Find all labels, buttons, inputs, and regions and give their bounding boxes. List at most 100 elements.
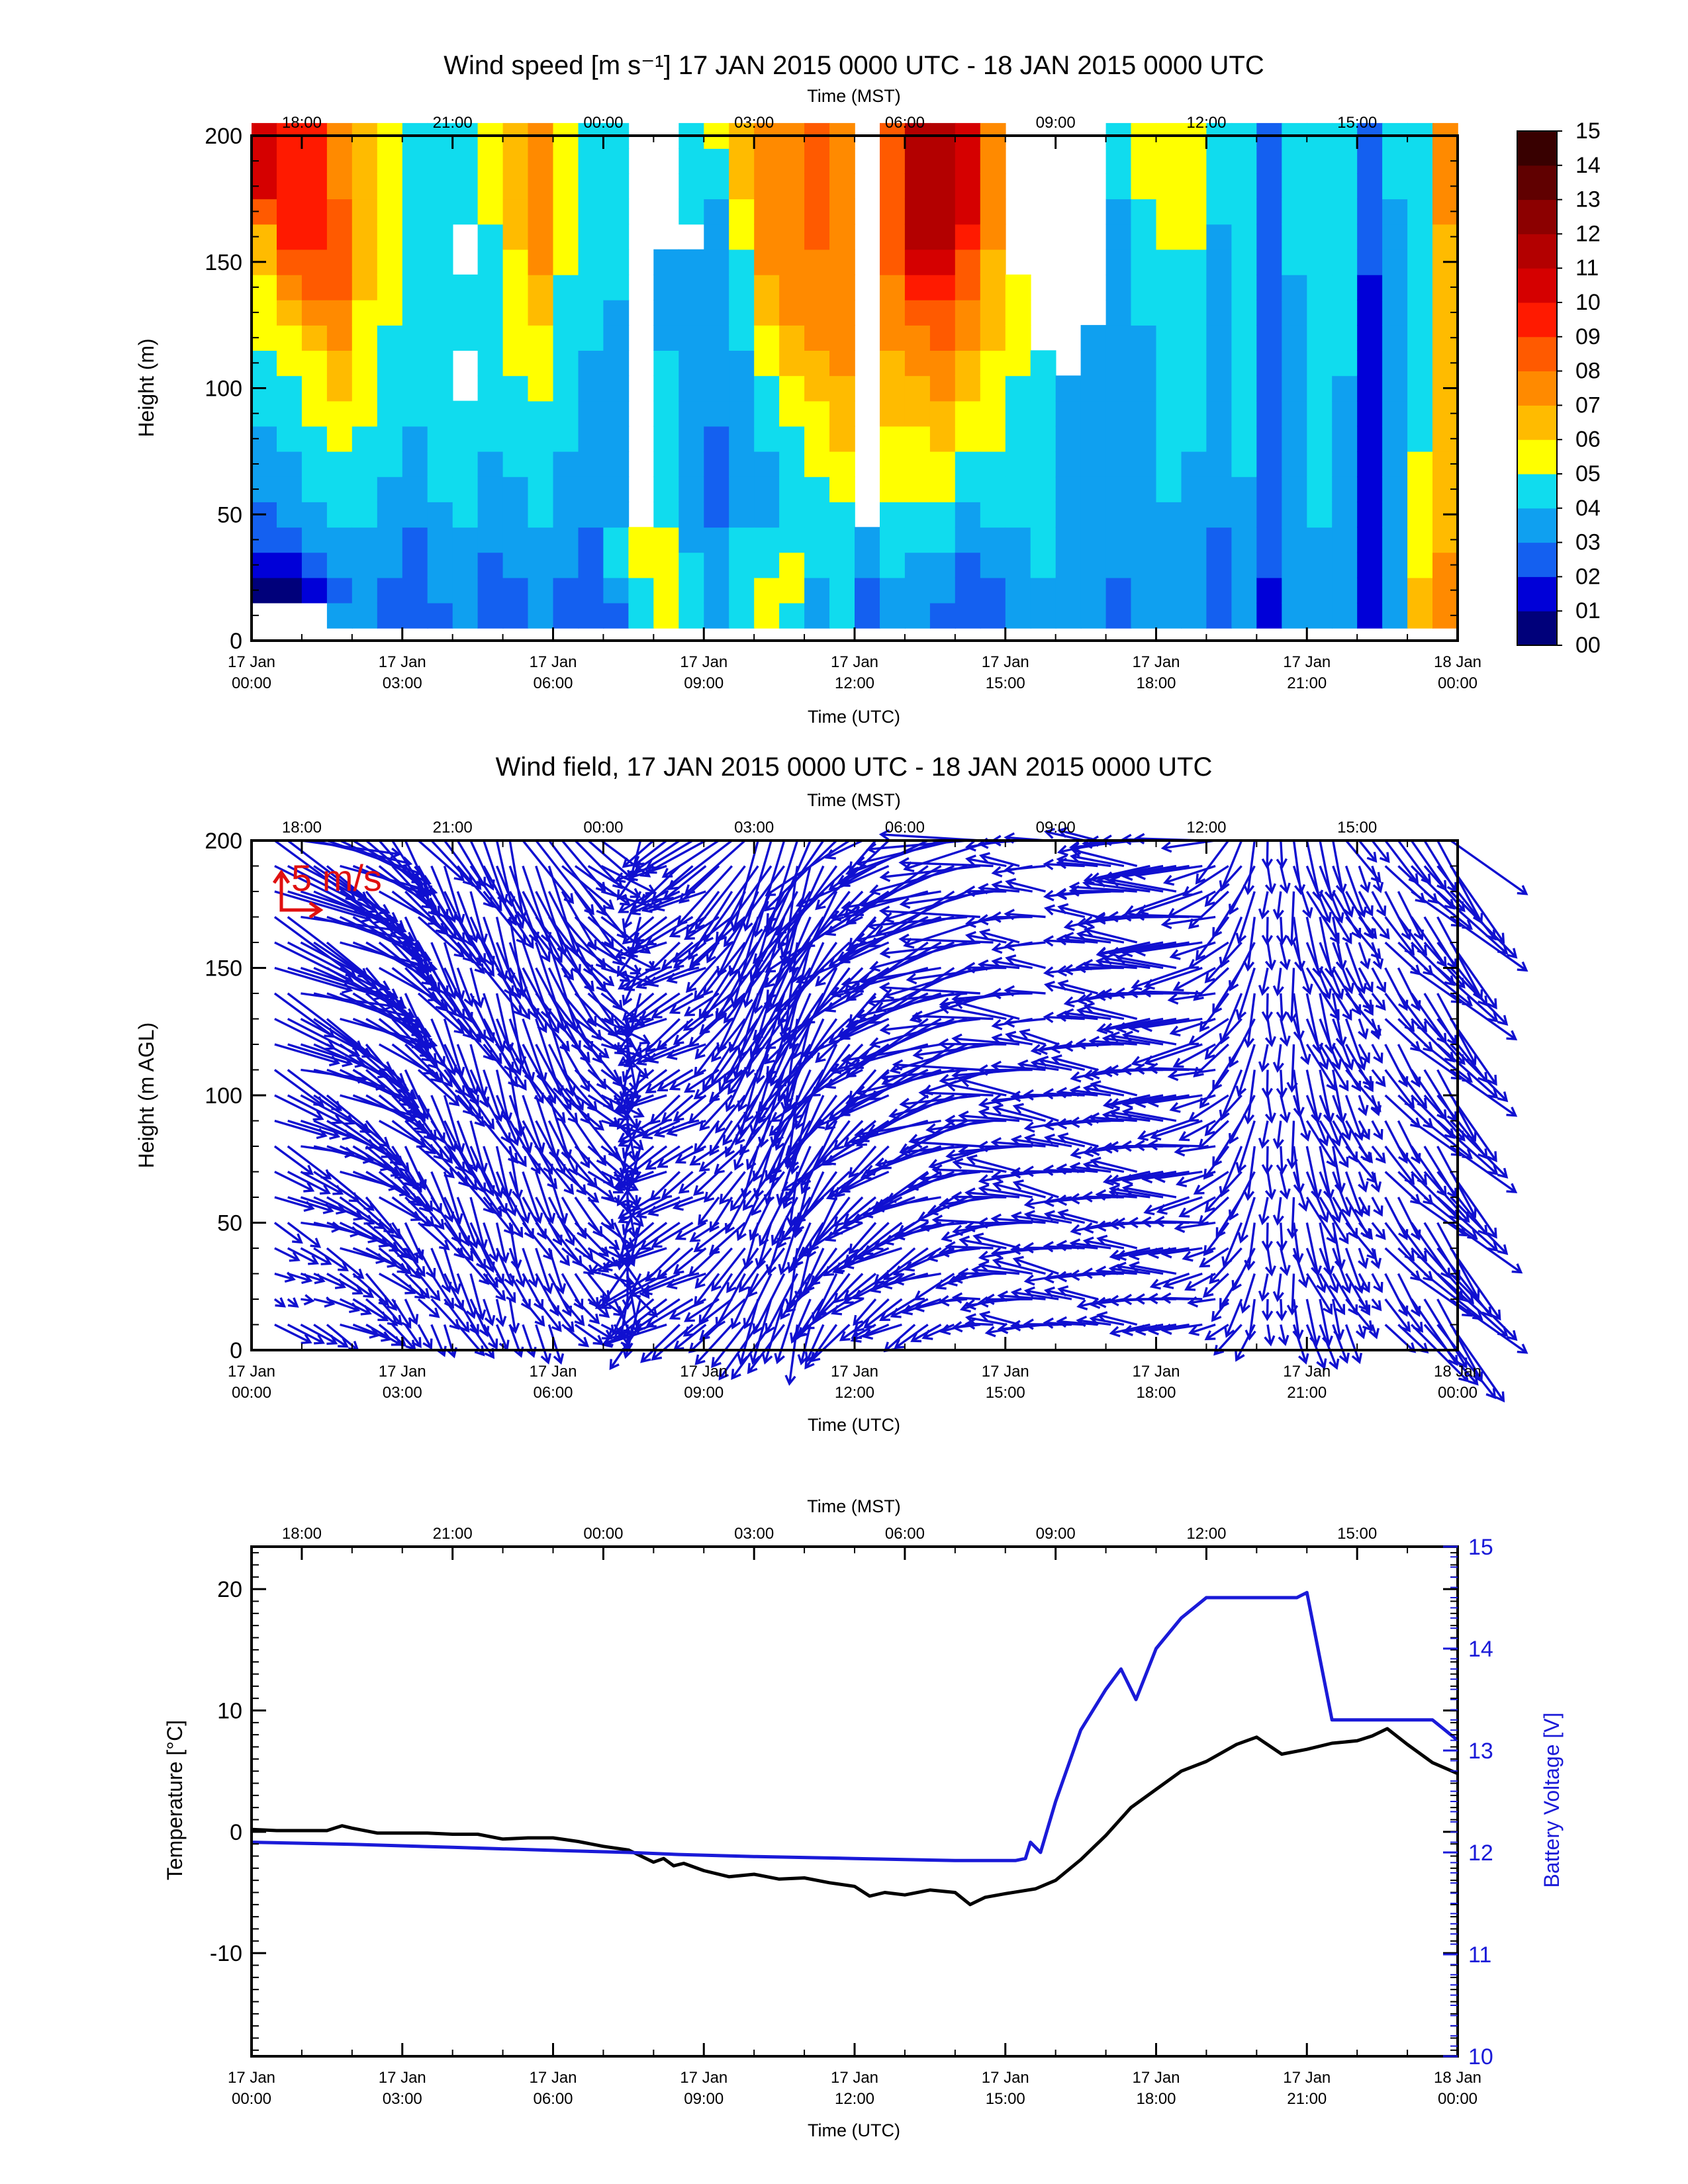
wind-vector [953, 1037, 1020, 1046]
wind-field-panel: Wind field, 17 JAN 2015 0000 UTC - 18 JA… [134, 752, 1528, 1435]
speed-cell [855, 602, 880, 629]
speed-cell [1256, 477, 1283, 502]
wind-vector [456, 1044, 478, 1095]
wind-vector-head [1334, 1183, 1346, 1195]
wind-vector-head [978, 1310, 990, 1322]
wind-vector-head [1096, 1234, 1108, 1246]
speed-cell [1407, 577, 1433, 604]
wind-vector-head [614, 1024, 626, 1036]
wind-vector [443, 942, 463, 1000]
speed-cell [779, 224, 805, 250]
wind-speed-title: Wind speed [m s⁻¹] 17 JAN 2015 0000 UTC … [444, 51, 1264, 80]
wind-vector [313, 1196, 363, 1220]
wind-vector [574, 916, 623, 965]
colorbar-label: 07 [1575, 392, 1601, 418]
wind-vector [1384, 1222, 1415, 1261]
wind-vector-head [765, 886, 776, 897]
x-tick-label-date: 17 Jan [1132, 2069, 1180, 2087]
wind-vector [1450, 967, 1508, 1025]
wind-vector-head [1293, 1030, 1305, 1042]
wind-vector-head [1276, 934, 1288, 946]
speed-cell [929, 224, 956, 250]
wind-vector [1411, 967, 1461, 1003]
speed-cell [377, 199, 403, 225]
wind-vector [797, 941, 890, 983]
wind-vector [1006, 941, 1046, 948]
speed-cell [880, 325, 906, 351]
wind-vector [1220, 993, 1243, 1043]
wind-vector [640, 992, 680, 1021]
wind-vector-head [649, 1190, 661, 1201]
speed-cell [352, 527, 378, 553]
speed-cell [955, 577, 981, 604]
speed-cell [427, 249, 453, 275]
wind-vector-head [694, 919, 706, 931]
speed-cell [880, 199, 906, 225]
wind-field-title: Wind field, 17 JAN 2015 0000 UTC - 18 JA… [496, 752, 1213, 782]
wind-vector-head [1109, 1098, 1121, 1110]
wind-vector [587, 1120, 618, 1158]
speed-cell [1382, 350, 1408, 377]
speed-cell [904, 477, 931, 502]
wind-vector [1196, 839, 1230, 884]
speed-cell [904, 527, 931, 553]
speed-cell [1307, 527, 1333, 553]
speed-cell [804, 527, 830, 553]
wind-vector [870, 1043, 955, 1101]
x-tick-label-time: 00:00 [232, 674, 271, 692]
wind-vector [637, 1043, 680, 1065]
speed-cell [1206, 173, 1233, 200]
wind-vector-head [1154, 1216, 1165, 1228]
speed-cell [578, 350, 604, 377]
wind-vector [694, 1043, 720, 1077]
speed-cell [653, 577, 680, 604]
wind-vector [796, 1171, 851, 1223]
wind-vector-head [938, 1246, 950, 1258]
wind-vector-head [600, 1298, 612, 1309]
x-tick-label-time: 09:00 [684, 674, 724, 692]
wind-vector [647, 839, 707, 874]
wind-vector-head [1057, 827, 1069, 838]
speed-cell [1357, 400, 1383, 427]
wind-vector [1110, 1267, 1150, 1275]
wind-vector [1358, 1197, 1370, 1216]
speed-cell [754, 577, 780, 604]
speed-cell [904, 350, 931, 377]
wind-vector-head [808, 1241, 820, 1252]
speed-cell [754, 400, 780, 427]
wind-vector [622, 1222, 655, 1250]
wind-vector [1092, 1083, 1138, 1097]
wind-vector-head [656, 1269, 667, 1280]
wind-vector-head [474, 1116, 485, 1128]
speed-cell [729, 173, 755, 200]
wind-vector-head [833, 1293, 844, 1304]
wind-vector-head [633, 932, 645, 943]
wind-vector-head [899, 897, 911, 909]
speed-cell [904, 400, 931, 427]
speed-cell [578, 552, 604, 578]
wind-vector [1189, 890, 1229, 929]
wind-vector-head [645, 1083, 657, 1094]
speed-cell [1055, 400, 1082, 427]
wind-vector [1126, 890, 1190, 915]
wind-vector [1266, 1248, 1273, 1275]
wind-vector [1410, 1069, 1447, 1120]
wind-vector-head [622, 1086, 633, 1098]
speed-cell [301, 300, 328, 326]
wind-vector [469, 1120, 485, 1173]
wind-vector [1371, 1171, 1380, 1191]
colorbar-label: 12 [1575, 221, 1601, 246]
wind-vector [749, 1197, 773, 1240]
speed-cell [829, 375, 855, 402]
wind-vector-head [831, 1304, 843, 1316]
wind-vector-head [510, 1259, 522, 1271]
wind-vector [1266, 942, 1273, 969]
wind-vector [695, 1324, 733, 1365]
wind-vector [430, 839, 473, 886]
wind-vector-head [1089, 872, 1101, 884]
wind-vector-head [684, 884, 696, 895]
speed-cell [980, 502, 1006, 528]
wind-vector [326, 1120, 391, 1158]
wind-vector-head [746, 1159, 757, 1171]
wind-vector-head [651, 1238, 663, 1248]
